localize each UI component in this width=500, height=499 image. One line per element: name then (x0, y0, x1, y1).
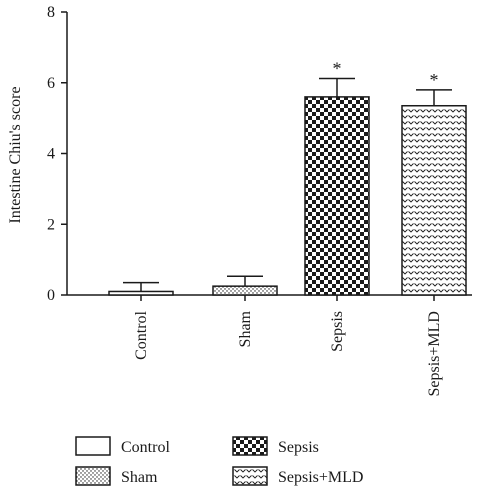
legend-item: Sham (75, 466, 158, 486)
legend-label: Sepsis+MLD (278, 469, 363, 486)
legend-label: Sepsis (278, 439, 319, 456)
legend-swatch (232, 436, 268, 456)
legend-item: Sepsis (232, 436, 319, 456)
legend-item: Control (75, 436, 170, 456)
x-tick-label: Sepsis+MLD (426, 311, 443, 396)
bar (108, 290, 174, 296)
legend-label: Sham (121, 469, 158, 486)
y-tick-label: 6 (47, 75, 55, 92)
legend-label: Control (121, 439, 170, 456)
x-tick-label: Control (133, 310, 150, 359)
legend-swatch (232, 466, 268, 486)
significance-marker: * (333, 59, 342, 79)
y-tick-label: 0 (47, 287, 55, 304)
legend-item: Sepsis+MLD (232, 466, 363, 486)
y-tick-label: 4 (47, 146, 55, 163)
y-tick-label: 2 (47, 216, 55, 233)
bar (304, 96, 370, 296)
y-axis-label: Intestine Chiu's score (7, 86, 24, 223)
bar (212, 285, 278, 296)
legend-swatch (75, 466, 111, 486)
plot-area: 0 2 4 6 8 Control Sham * Sepsis * Sepsis+MLD (47, 4, 472, 396)
x-tick-label: Sham (237, 310, 254, 347)
bar (401, 104, 467, 296)
x-tick-label: Sepsis (329, 311, 346, 352)
legend: Control Sham Sepsis Sepsis+MLD (75, 436, 363, 486)
significance-marker: * (430, 70, 439, 90)
legend-swatch (75, 436, 111, 456)
y-tick-label: 8 (47, 4, 55, 21)
